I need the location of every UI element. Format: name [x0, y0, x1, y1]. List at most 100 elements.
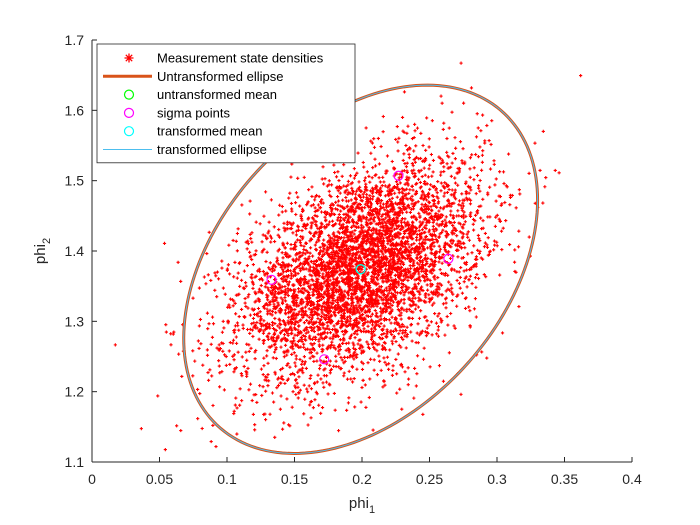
data-point: [342, 371, 346, 375]
data-point: [428, 365, 432, 369]
data-point: [396, 352, 400, 356]
data-point: [468, 274, 473, 278]
data-point: [375, 236, 380, 240]
data-point: [354, 263, 358, 267]
data-point: [394, 357, 398, 362]
data-point: [326, 392, 330, 396]
data-point: [332, 280, 336, 285]
data-point: [363, 282, 368, 286]
data-point: [411, 226, 415, 230]
data-point: [385, 301, 389, 305]
data-point: [291, 231, 295, 235]
data-point: [316, 308, 320, 312]
data-point: [431, 194, 436, 198]
data-point: [445, 162, 449, 166]
data-point: [514, 270, 518, 274]
data-point: [307, 279, 311, 283]
data-point: [378, 306, 383, 310]
data-point: [403, 334, 407, 338]
data-point: [469, 86, 474, 90]
data-point: [418, 279, 422, 283]
data-point: [381, 347, 385, 351]
data-point: [381, 301, 385, 305]
data-point: [278, 203, 282, 207]
data-point: [240, 203, 244, 207]
data-point: [334, 359, 338, 363]
data-point: [356, 342, 360, 346]
data-point: [472, 178, 476, 182]
data-point: [217, 348, 221, 352]
data-point: [450, 188, 454, 192]
data-point: [429, 282, 433, 286]
data-point: [228, 340, 232, 345]
data-point: [374, 173, 378, 177]
data-point: [434, 237, 438, 242]
data-point: [276, 249, 280, 253]
data-point: [309, 221, 313, 225]
data-point: [214, 444, 218, 449]
data-point: [497, 194, 501, 198]
data-point: [289, 175, 293, 179]
data-point: [429, 244, 433, 248]
data-point: [378, 186, 383, 190]
data-point: [360, 199, 364, 203]
data-point: [176, 260, 180, 264]
data-point: [327, 303, 331, 308]
data-point: [433, 277, 437, 281]
data-point: [377, 176, 381, 180]
data-point: [447, 243, 451, 248]
data-point: [305, 387, 309, 391]
data-point: [408, 257, 413, 261]
data-point: [427, 230, 431, 234]
data-point: [349, 377, 353, 381]
data-point: [501, 170, 506, 174]
data-point: [373, 164, 378, 168]
data-point: [365, 197, 369, 201]
data-point: [177, 352, 181, 356]
data-point: [468, 167, 472, 171]
data-point: [459, 242, 463, 246]
data-point: [451, 239, 456, 243]
data-point: [480, 160, 485, 164]
data-point: [471, 222, 475, 226]
data-point: [404, 143, 408, 148]
data-point: [243, 296, 247, 301]
data-point: [400, 190, 404, 194]
data-point: [419, 233, 423, 237]
data-point: [277, 317, 281, 321]
data-point: [309, 387, 314, 391]
data-point: [439, 317, 443, 321]
data-point: [444, 306, 448, 310]
data-point: [404, 177, 408, 182]
data-point: [453, 181, 458, 185]
data-point: [373, 308, 377, 313]
data-point: [400, 407, 404, 411]
data-point: [353, 228, 357, 233]
data-point: [342, 333, 346, 337]
data-point: [498, 273, 502, 277]
data-point: [364, 185, 368, 189]
data-point: [506, 152, 511, 156]
data-point: [440, 319, 444, 323]
data-point: [233, 403, 237, 407]
data-point: [461, 147, 465, 151]
data-point: [440, 101, 444, 105]
data-point: [429, 183, 433, 187]
data-point: [394, 218, 398, 223]
data-point: [314, 231, 318, 235]
data-point: [266, 372, 270, 377]
data-point: [286, 423, 291, 427]
data-point: [409, 273, 413, 277]
data-point: [459, 392, 463, 396]
data-point: [340, 174, 344, 178]
data-point: [380, 332, 384, 337]
data-point: [342, 315, 346, 319]
data-point: [408, 316, 412, 320]
data-point: [386, 260, 391, 264]
data-point: [351, 209, 355, 213]
data-point: [261, 341, 266, 345]
data-point: [283, 229, 287, 233]
data-point: [286, 289, 290, 293]
data-point: [322, 374, 326, 378]
data-point: [415, 235, 419, 240]
